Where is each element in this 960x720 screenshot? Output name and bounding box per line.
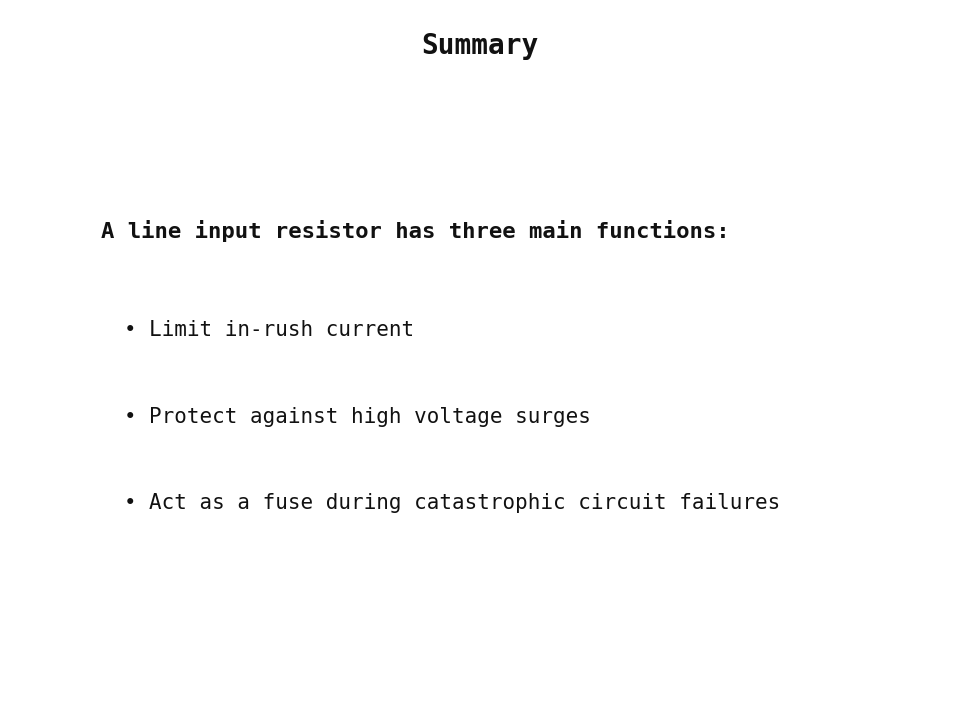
Text: A line input resistor has three main functions:: A line input resistor has three main fun…: [101, 220, 730, 242]
Text: •: •: [123, 407, 136, 427]
Text: •: •: [123, 320, 136, 341]
Text: Act as a fuse during catastrophic circuit failures: Act as a fuse during catastrophic circui…: [149, 493, 780, 513]
Text: Summary: Summary: [421, 32, 539, 60]
Text: •: •: [123, 493, 136, 513]
Text: Protect against high voltage surges: Protect against high voltage surges: [149, 407, 590, 427]
Text: Limit in-rush current: Limit in-rush current: [149, 320, 414, 341]
